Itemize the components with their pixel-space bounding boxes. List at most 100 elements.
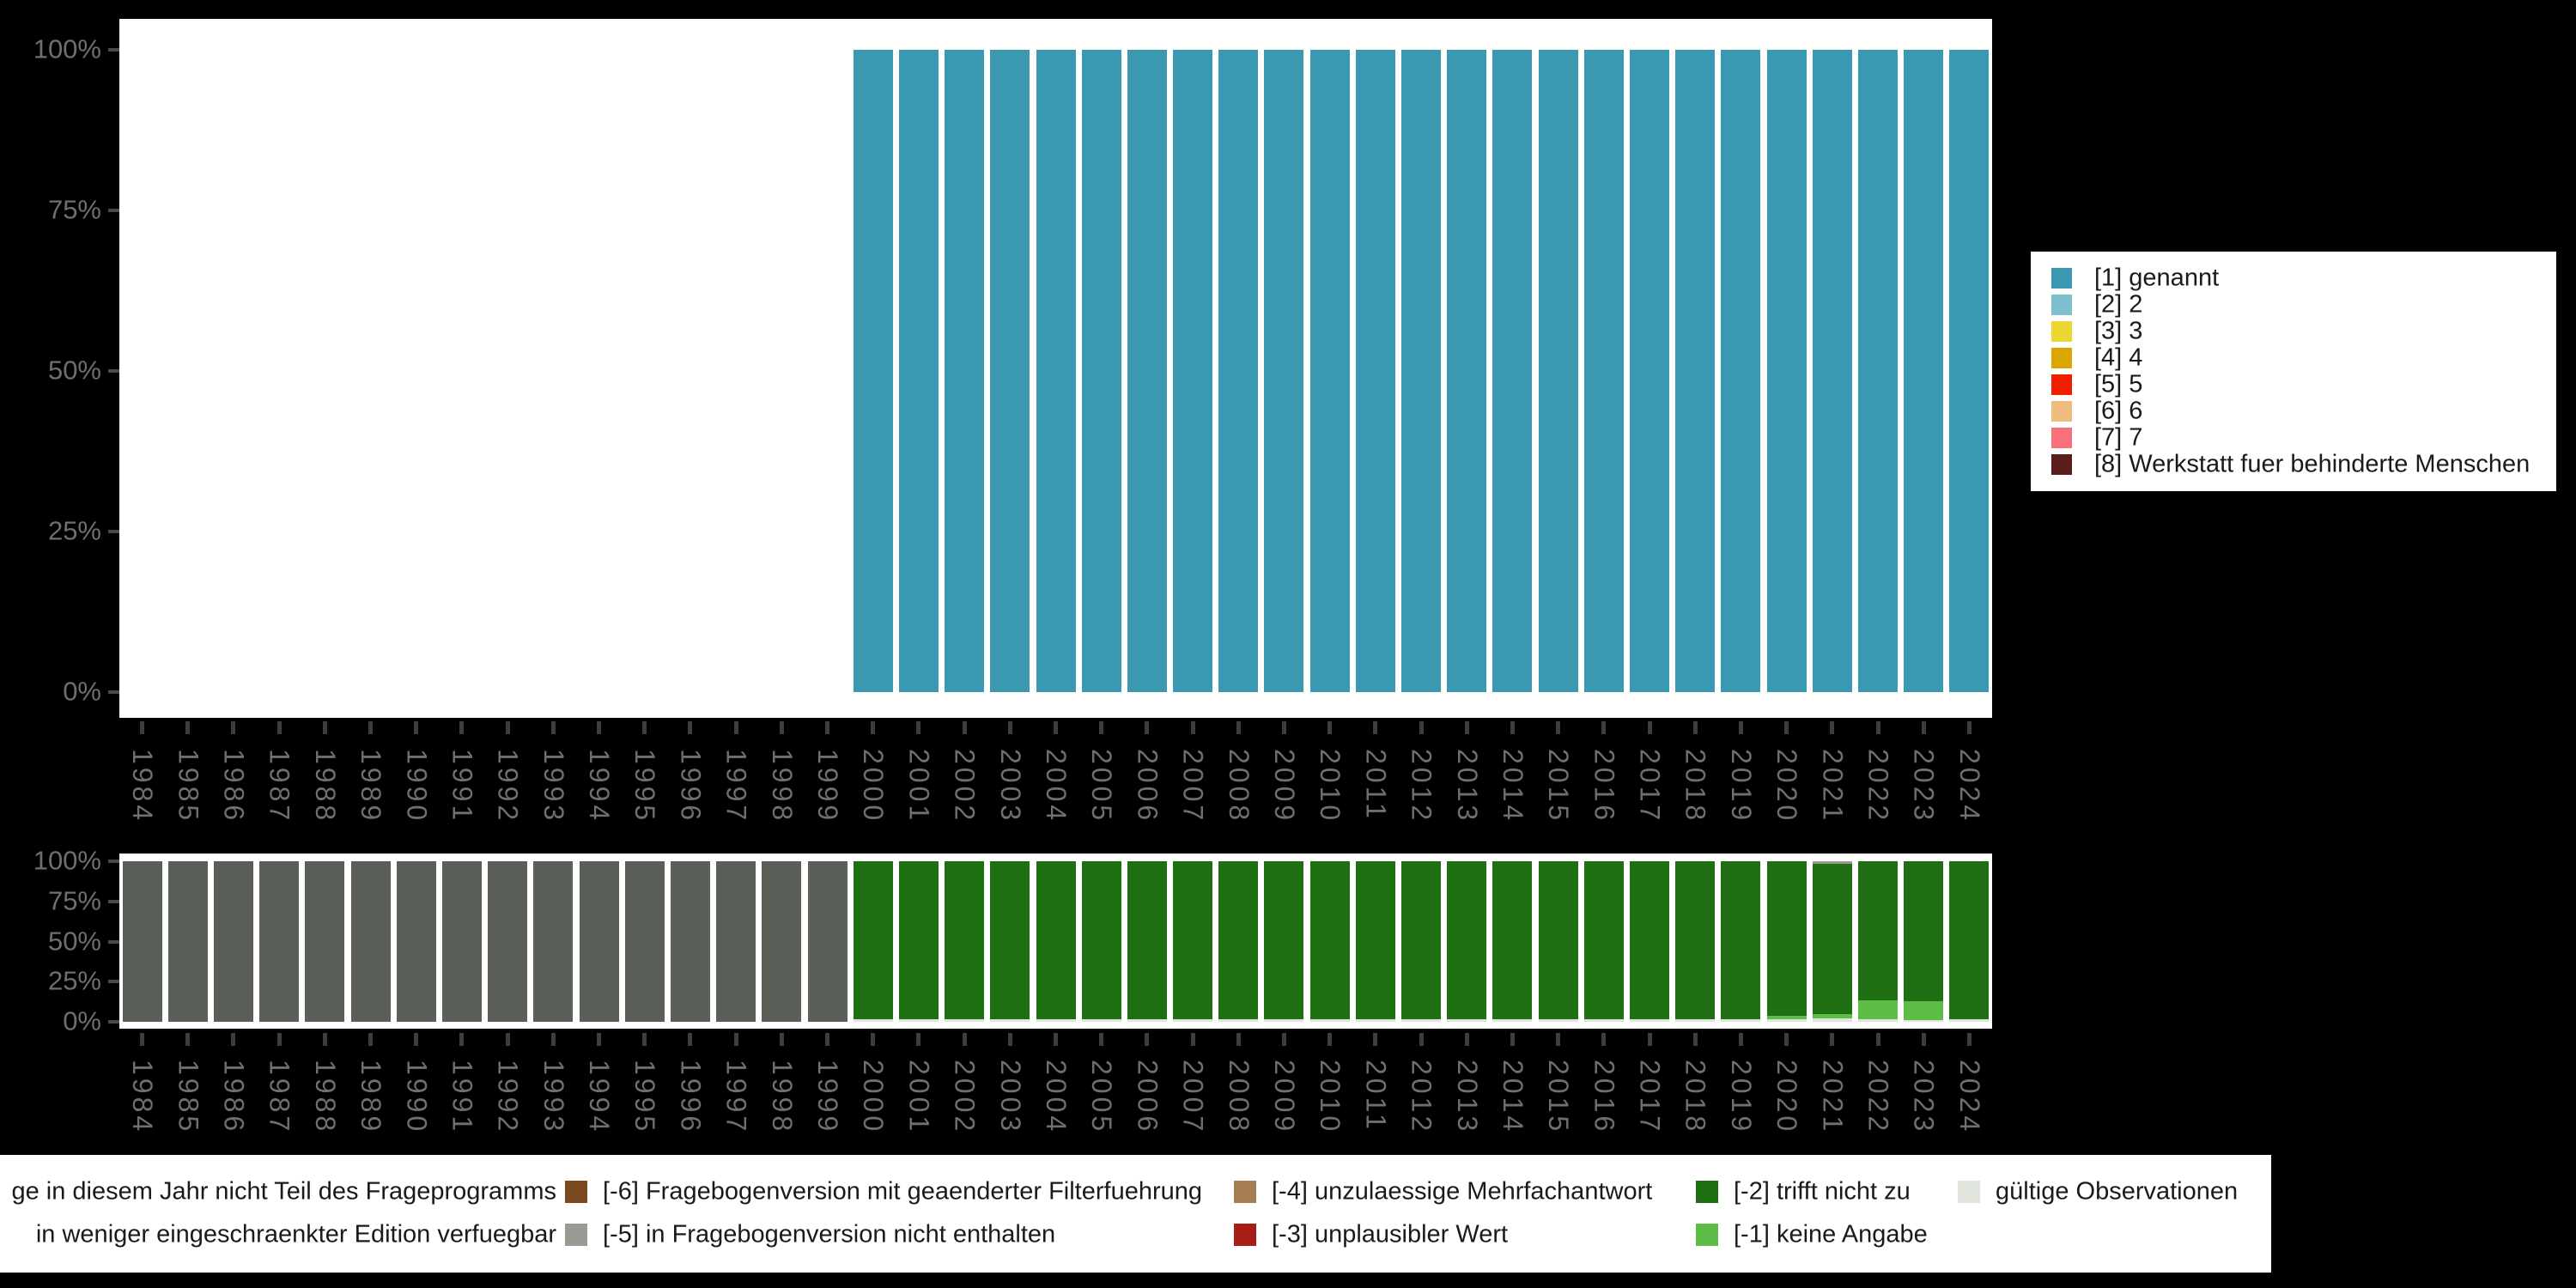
legend-key-8 [2051, 454, 2072, 475]
legend-label: [-3] unplausibler Wert [1272, 1220, 1509, 1249]
legend-label: [-4] unzulaessige Mehrfachantwort [1272, 1177, 1653, 1206]
x-axis-year-label: 2021 [1817, 1060, 1849, 1135]
x-axis-tick [322, 721, 327, 734]
legend-key-2 [2051, 295, 2072, 315]
bar-segment-2003 [990, 1019, 1030, 1022]
x-axis-tick [368, 1033, 374, 1046]
x-axis-tick [1784, 1033, 1789, 1046]
x-axis-tick [414, 1033, 419, 1046]
x-axis-tick [1281, 1033, 1286, 1046]
legend-label: [7] 7 [2094, 423, 2143, 452]
y-axis-tick [108, 980, 119, 984]
x-axis-tick [1190, 721, 1195, 734]
x-axis-year-label: 2019 [1725, 749, 1757, 824]
y-axis-label: 100% [33, 33, 101, 64]
x-axis-year-label: 1997 [720, 1060, 752, 1135]
x-axis-year-label: 2013 [1451, 749, 1483, 824]
x-axis-year-label: 1985 [173, 1060, 204, 1135]
x-axis-tick [1830, 721, 1835, 734]
bar-segment-2007 [1173, 1019, 1213, 1022]
x-axis-year-label: 1987 [264, 1060, 295, 1135]
bar-segment-1997 [716, 861, 756, 1022]
bar-segment-1993 [533, 861, 574, 1022]
legend-label: [3] 3 [2094, 317, 2143, 345]
bar-segment-2016 [1583, 861, 1624, 1020]
x-axis-year-label: 1989 [355, 1060, 387, 1135]
bar-segment-2023 [1904, 1020, 1944, 1022]
x-axis-year-label: 2022 [1862, 749, 1894, 824]
bar-segment-1986 [213, 861, 253, 1022]
x-axis-tick [1601, 1033, 1607, 1046]
x-axis-tick [597, 1033, 602, 1046]
bar-segment-2021 [1812, 1018, 1852, 1022]
legend-label: [2] 2 [2094, 290, 2143, 319]
bar-segment-2015 [1538, 1019, 1578, 1022]
x-axis-tick [1738, 1033, 1743, 1046]
bar-segment-1987 [259, 861, 300, 1022]
legend-label: [-6] Fragebogenversion mit geaenderter F… [603, 1177, 1202, 1206]
legend-label: [-2] trifft nicht zu [1734, 1177, 1911, 1206]
bar-segment-2023 [1904, 50, 1944, 692]
x-axis-tick [505, 1033, 510, 1046]
x-axis-tick [1236, 721, 1241, 734]
bar-segment-2005 [1081, 861, 1121, 1020]
bar-segment-1992 [488, 861, 528, 1022]
y-axis-tick [108, 369, 119, 373]
x-axis-year-label: 1998 [766, 749, 798, 824]
x-axis-tick [550, 1033, 556, 1046]
bar-segment-2009 [1264, 1019, 1304, 1022]
legend-label: [5] 5 [2094, 370, 2143, 398]
x-axis-tick [1830, 1033, 1835, 1046]
x-axis-tick [1007, 1033, 1012, 1046]
x-axis-tick [871, 1033, 876, 1046]
x-axis-year-label: 2020 [1771, 749, 1803, 824]
bar-segment-2001 [898, 1019, 939, 1022]
bar-segment-2006 [1127, 861, 1167, 1020]
bar-segment-2005 [1081, 50, 1121, 692]
bar-segment-2001 [898, 50, 939, 692]
bar-segment-2010 [1309, 1019, 1350, 1022]
y-axis-tick [108, 860, 119, 863]
legend-key [565, 1224, 587, 1246]
x-axis-tick [1556, 1033, 1561, 1046]
legend-key-4 [2051, 348, 2072, 368]
x-axis-year-label: 2003 [994, 1060, 1026, 1135]
bar-segment-2011 [1355, 1019, 1395, 1022]
legend-label: [8] Werkstatt fuer behinderte Menschen [2094, 450, 2530, 478]
x-axis-year-label: 2003 [994, 749, 1026, 824]
x-axis-tick [825, 1033, 830, 1046]
bar-segment-2000 [853, 50, 893, 692]
legend-key-3 [2051, 321, 2072, 342]
x-axis-year-label: 2012 [1406, 1060, 1437, 1135]
x-axis-year-label: 2017 [1634, 1060, 1666, 1135]
x-axis-year-label: 2024 [1953, 749, 1985, 824]
x-axis-year-label: 2009 [1268, 1060, 1300, 1135]
bar-segment-2016 [1583, 1019, 1624, 1022]
bar-segment-1988 [305, 861, 345, 1022]
bar-segment-2003 [990, 861, 1030, 1020]
legend-key [1696, 1224, 1718, 1246]
bar-segment-2012 [1401, 1019, 1442, 1022]
y-axis-label: 75% [47, 194, 101, 225]
y-axis-tick [108, 899, 119, 903]
bar-segment-2008 [1218, 1019, 1259, 1022]
bar-segment-2019 [1721, 1019, 1761, 1022]
y-axis-tick [108, 530, 119, 533]
x-axis-year-label: 1994 [584, 749, 616, 824]
x-axis-year-label: 2014 [1497, 749, 1528, 824]
bar-segment-2002 [945, 1019, 985, 1022]
x-axis-tick [1145, 1033, 1150, 1046]
bar-segment-2024 [1949, 50, 1990, 692]
x-axis-year-label: 2023 [1908, 1060, 1940, 1135]
y-axis-tick [108, 209, 119, 212]
x-axis-year-label: 2016 [1589, 1060, 1620, 1135]
bar-segment-1998 [762, 861, 802, 1022]
bar-segment-2021 [1812, 50, 1852, 692]
bar-segment-1990 [396, 861, 436, 1022]
x-axis-tick [1190, 1033, 1195, 1046]
bar-segment-2010 [1309, 861, 1350, 1020]
bar-segment-2016 [1583, 50, 1624, 692]
bar-segment-2011 [1355, 50, 1395, 692]
legend-key [1696, 1181, 1718, 1203]
